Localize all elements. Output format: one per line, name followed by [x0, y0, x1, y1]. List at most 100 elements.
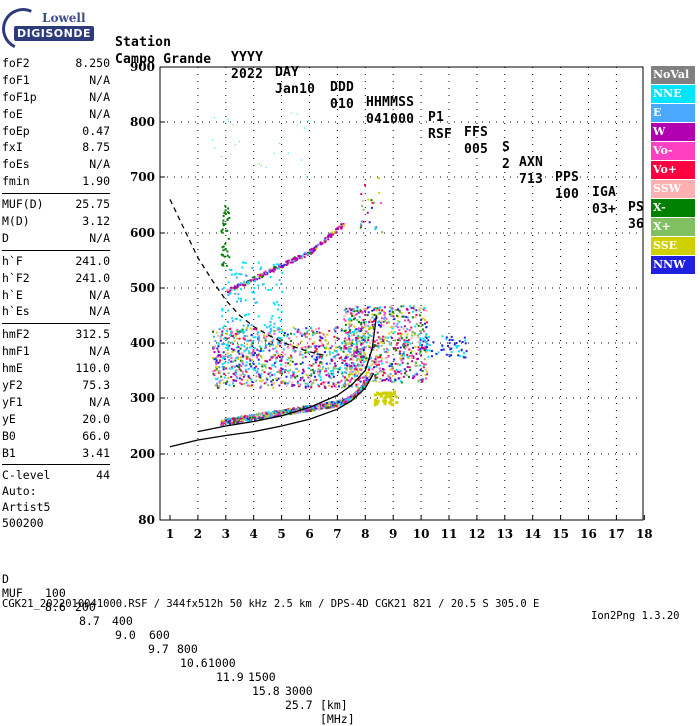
echo-point: [304, 351, 307, 354]
echo-point: [389, 343, 392, 346]
echo-point: [312, 332, 315, 335]
echo-point: [309, 380, 312, 383]
echo-point: [355, 368, 358, 371]
echo-point: [426, 346, 429, 349]
echo-point: [221, 228, 224, 231]
echo-point: [359, 356, 362, 359]
echo-point: [359, 376, 362, 379]
echo-point: [308, 377, 311, 380]
echo-point: [226, 337, 229, 340]
echo-point: [292, 349, 295, 352]
echo-point: [311, 368, 314, 371]
echo-point: [292, 371, 295, 374]
echo-point: [320, 332, 323, 335]
echo-point: [252, 362, 255, 365]
echo-point: [263, 271, 266, 274]
echo-point: [279, 319, 282, 322]
echo-point: [368, 326, 371, 329]
echo-point: [288, 407, 291, 410]
echo-point: [231, 360, 234, 363]
echo-point: [346, 369, 349, 372]
echo-point: [367, 371, 370, 374]
echo-point: [389, 372, 392, 375]
echo-point: [315, 405, 318, 408]
echo-point: [232, 286, 235, 289]
echo-point: [237, 416, 240, 419]
echo-point: [360, 193, 363, 196]
echo-point: [245, 357, 248, 360]
echo-point: [300, 257, 303, 260]
echo-point: [371, 326, 374, 329]
echo-point: [280, 367, 283, 370]
echo-point: [365, 357, 368, 360]
param-label: foEp: [2, 123, 30, 138]
echo-point: [425, 334, 428, 337]
echo-point: [414, 373, 417, 376]
echo-point: [255, 413, 258, 416]
echo-point: [340, 401, 343, 404]
param-label: h`E: [2, 287, 23, 302]
echo-point: [242, 324, 245, 327]
echo-point: [385, 347, 388, 350]
echo-point: [288, 261, 291, 264]
echo-point: [271, 356, 274, 359]
echo-point: [364, 337, 367, 340]
echo-point: [420, 318, 423, 321]
echo-point: [317, 403, 320, 406]
echo-point: [382, 320, 385, 323]
param-row: h`E N/A: [2, 288, 110, 305]
echo-point: [377, 324, 380, 327]
echo-point: [316, 353, 319, 356]
echo-point: [365, 307, 368, 310]
echo-point: [359, 387, 362, 390]
echo-point: [225, 329, 228, 332]
echo-point: [347, 374, 350, 377]
echo-point: [422, 317, 425, 320]
header-label-s: S: [502, 140, 511, 155]
echo-point: [398, 311, 401, 314]
echo-point: [235, 364, 238, 367]
echo-point: [243, 338, 246, 341]
echo-point: [296, 380, 299, 383]
x-tick-label: 2: [194, 527, 202, 541]
echo-point: [228, 358, 231, 361]
echo-point: [364, 378, 367, 381]
echo-point: [240, 416, 243, 419]
echo-point: [424, 345, 427, 348]
echo-point: [255, 328, 258, 331]
echo-point: [325, 339, 328, 342]
echo-point: [390, 380, 393, 383]
echo-point: [357, 353, 360, 356]
echo-point: [349, 311, 352, 314]
echo-point: [308, 252, 311, 255]
echo-point: [335, 354, 338, 357]
echo-point: [336, 367, 339, 370]
echo-point: [307, 251, 310, 254]
echo-point: [356, 306, 359, 309]
param-row: h`Es N/A: [2, 304, 110, 321]
echo-point: [269, 327, 272, 330]
echo-point: [274, 268, 277, 271]
echo-point: [226, 321, 229, 324]
echo-point: [223, 337, 226, 340]
echo-point: [264, 337, 267, 340]
echo-point: [353, 373, 356, 376]
param-value: 44: [96, 468, 110, 483]
echo-point: [400, 381, 403, 384]
x-tick-label: 4: [250, 527, 258, 541]
echo-point: [264, 272, 267, 275]
echo-point: [345, 377, 348, 380]
echo-point: [256, 354, 259, 357]
echo-point: [386, 336, 389, 339]
echo-point: [367, 345, 370, 348]
echo-point: [388, 332, 391, 335]
echo-point: [271, 267, 274, 270]
echo-point: [371, 201, 374, 204]
echo-point: [269, 375, 272, 378]
param-label: hmF1: [2, 344, 30, 359]
echo-point: [348, 329, 351, 332]
echo-point: [245, 418, 248, 421]
echo-point: [351, 315, 354, 318]
echo-point: [362, 307, 365, 310]
echo-point: [220, 231, 223, 234]
